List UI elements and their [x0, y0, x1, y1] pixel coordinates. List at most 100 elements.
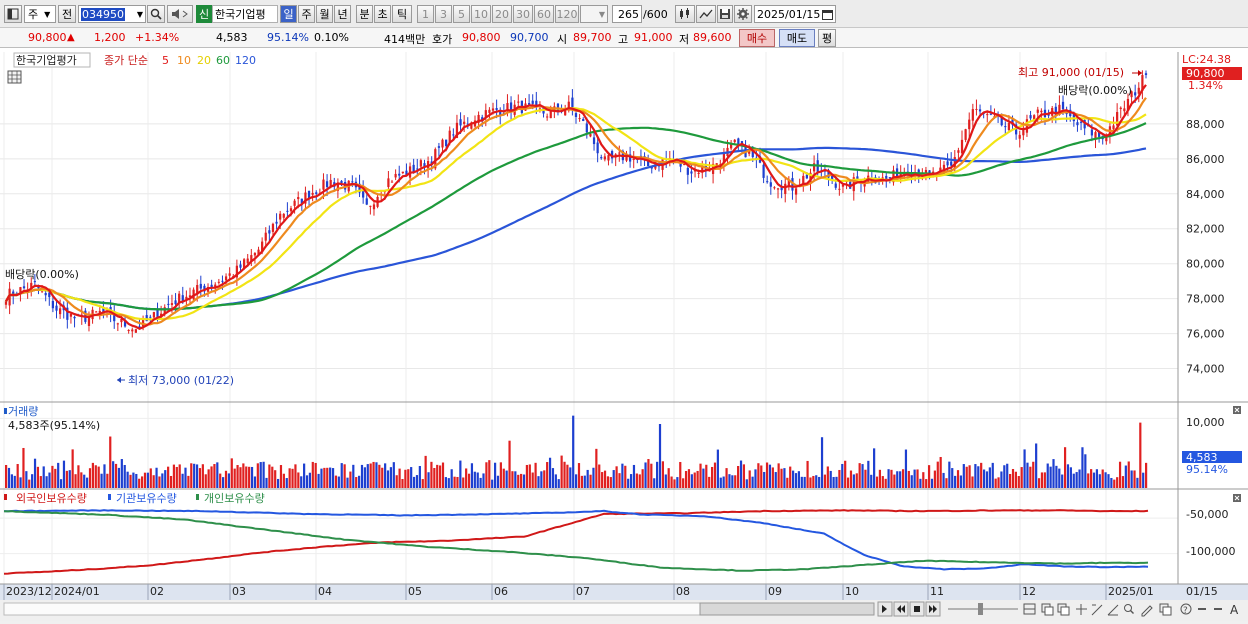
- settings-button[interactable]: [734, 5, 752, 23]
- volume-bar: [465, 468, 468, 488]
- window-menu-button[interactable]: [4, 5, 22, 23]
- volume-bar: [175, 466, 178, 488]
- volume-bar: [661, 461, 665, 488]
- edit-icon[interactable]: [1141, 605, 1153, 617]
- tab-monthly[interactable]: 월: [316, 5, 333, 23]
- legend-ma5: 5: [162, 54, 169, 67]
- buy-button[interactable]: 매수: [739, 29, 775, 47]
- volume-bar: [884, 478, 887, 488]
- search-button[interactable]: [147, 5, 165, 23]
- period-120-button[interactable]: 120: [555, 5, 579, 23]
- custom-period-select[interactable]: ▼: [580, 5, 608, 23]
- volume-bar: [190, 463, 193, 488]
- volume-bar: [100, 473, 103, 488]
- save-button[interactable]: [717, 5, 733, 23]
- chart-area[interactable]: 한국기업평가 종가 단순 5 10 20 60 120 LC:24.38 90,…: [0, 48, 1248, 621]
- volume-bar: [305, 475, 309, 488]
- volume-bar: [930, 478, 934, 488]
- candle-body: [279, 213, 282, 220]
- close-pane-icon[interactable]: [1233, 406, 1241, 414]
- candle-body: [1123, 108, 1126, 112]
- font-size-icon[interactable]: A: [1230, 603, 1239, 617]
- close-pane-icon[interactable]: [1233, 494, 1241, 502]
- volume-bar: [896, 471, 899, 488]
- stop-icon[interactable]: [909, 601, 925, 617]
- date-input[interactable]: 2025/01/15: [754, 5, 836, 23]
- period-10-button[interactable]: 10: [471, 5, 491, 23]
- scroll-right-icon[interactable]: [877, 601, 893, 617]
- question-icon[interactable]: ?: [1180, 603, 1192, 616]
- candle-body: [73, 316, 76, 319]
- crosshair-icon[interactable]: [1076, 604, 1087, 615]
- volume-bar: [303, 463, 306, 488]
- period-1-button[interactable]: 1: [417, 5, 434, 23]
- period-3-button[interactable]: 3: [435, 5, 452, 23]
- count-input[interactable]: 265: [612, 5, 642, 23]
- trend-tool-icon[interactable]: [1091, 604, 1103, 616]
- magnify-icon[interactable]: [1124, 604, 1134, 614]
- volume-bar: [1017, 476, 1020, 488]
- code-input[interactable]: 034950 ▼: [78, 5, 146, 23]
- volume-bar: [427, 472, 430, 488]
- table-icon[interactable]: [7, 70, 22, 84]
- tab-daily[interactable]: 일: [280, 5, 297, 23]
- volume-bar: [1072, 473, 1075, 488]
- stock-chart[interactable]: 한국기업평가 종가 단순 5 10 20 60 120 LC:24.38 90,…: [0, 48, 1248, 621]
- rewind-icon[interactable]: [893, 601, 909, 617]
- period-30-button[interactable]: 30: [513, 5, 533, 23]
- tab-yearly[interactable]: 년: [334, 5, 351, 23]
- candles-icon: [680, 8, 689, 19]
- speaker-button[interactable]: [167, 5, 193, 23]
- compare-button[interactable]: [675, 5, 695, 23]
- holdings-legend-mark-3: [196, 494, 199, 500]
- candle-body: [463, 121, 466, 124]
- angle-tool-icon[interactable]: [1107, 604, 1119, 616]
- copy-icon[interactable]: [1041, 603, 1054, 616]
- volume-bar: [1023, 449, 1026, 488]
- turnover-ratio: 0.10%: [314, 31, 349, 44]
- layout-icon[interactable]: [1023, 603, 1036, 615]
- prev-button[interactable]: 전: [58, 5, 76, 23]
- period-label: 3: [440, 7, 447, 21]
- high-annotation: 최고 91,000 (01/15): [1018, 66, 1124, 79]
- candle-body: [1083, 120, 1086, 129]
- volume-bar: [737, 465, 740, 488]
- period-5-button[interactable]: 5: [453, 5, 470, 23]
- last-price-label: 90,800: [1186, 67, 1225, 80]
- tab-weekly[interactable]: 주: [298, 5, 315, 23]
- volume-bar: [282, 473, 285, 488]
- period-label: 1: [422, 7, 429, 21]
- volume-bar: [803, 476, 806, 488]
- period-select[interactable]: 주 ▼: [24, 5, 56, 23]
- volume-bar: [42, 466, 45, 488]
- scrollbar-thumb[interactable]: [699, 602, 875, 616]
- candle-body: [885, 175, 888, 180]
- candle-body: [950, 161, 953, 166]
- last-price-marker: [1182, 67, 1242, 80]
- volume-bar: [852, 474, 855, 488]
- zoom-slider[interactable]: [948, 603, 1018, 615]
- volume-bar: [201, 464, 204, 488]
- candle-body: [856, 176, 859, 181]
- dividend-left-label: 배당락(0.00%): [5, 268, 79, 281]
- tab-tick[interactable]: 틱: [392, 5, 412, 23]
- tab-minute[interactable]: 분: [356, 5, 373, 23]
- volume-bar: [236, 465, 239, 488]
- volume-bar: [951, 468, 954, 488]
- candle-body: [1040, 110, 1043, 113]
- high-price: 91,000: [634, 31, 673, 44]
- period-20-button[interactable]: 20: [492, 5, 512, 23]
- draw-tool-button[interactable]: [696, 5, 716, 23]
- period-60-button[interactable]: 60: [534, 5, 554, 23]
- duplicate-icon[interactable]: [1057, 603, 1070, 616]
- fast-forward-icon[interactable]: [925, 601, 941, 617]
- evaluate-button[interactable]: 평: [818, 29, 836, 47]
- candle-body: [740, 141, 744, 144]
- volume-bar: [392, 462, 395, 488]
- duplicate-window-icon[interactable]: [1159, 603, 1172, 616]
- volume-bar: [372, 461, 375, 488]
- sell-button[interactable]: 매도: [779, 29, 815, 47]
- volume-bar: [982, 469, 986, 488]
- lc-label: LC:24.38: [1182, 53, 1231, 66]
- tab-second[interactable]: 초: [374, 5, 391, 23]
